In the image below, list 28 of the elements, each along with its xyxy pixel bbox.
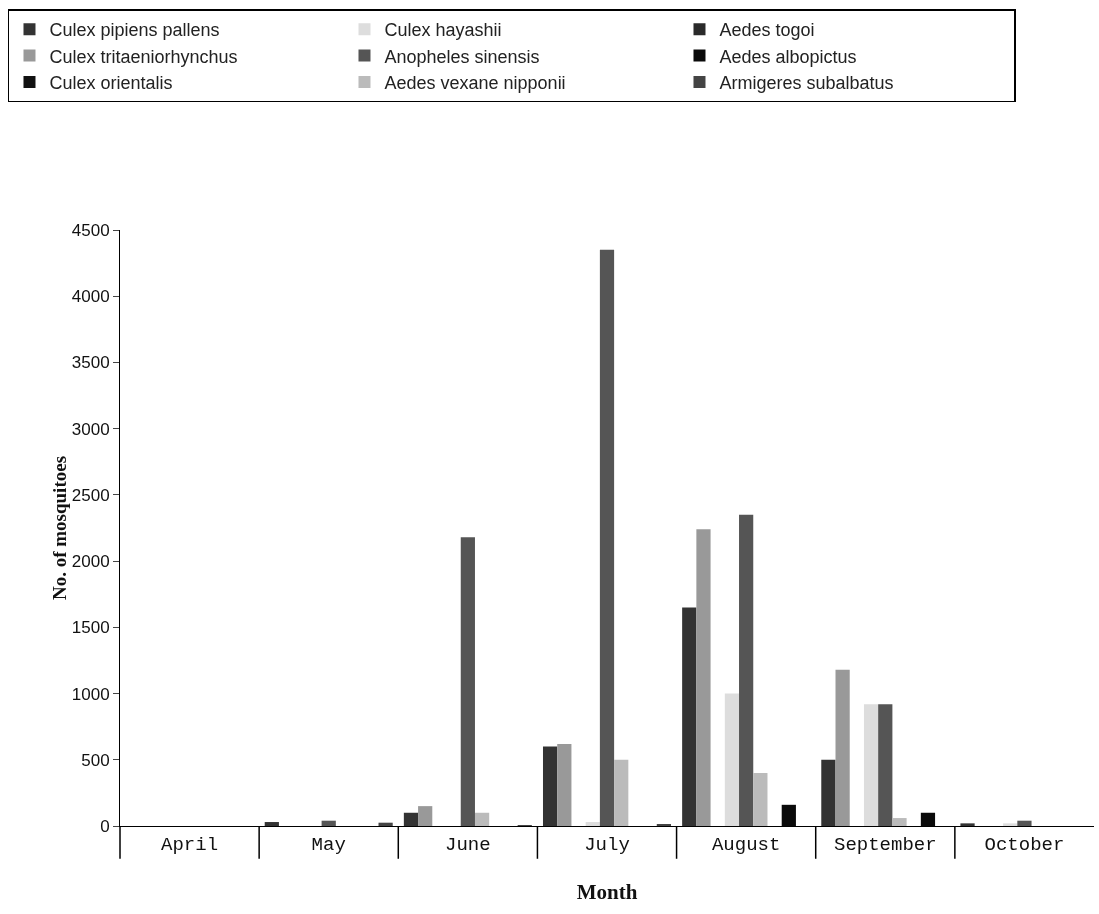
y-tick-label: 4000 xyxy=(71,287,110,307)
legend-label: Aedes togoi xyxy=(719,20,815,41)
x-tick-label: October xyxy=(984,833,1065,856)
legend-label: Armigeres subalbatus xyxy=(719,73,894,93)
y-tick-label: 3500 xyxy=(71,353,110,373)
y-tick-label: 2500 xyxy=(71,485,110,505)
y-tick-label: 2000 xyxy=(71,552,110,572)
x-tick-label: June xyxy=(445,833,491,856)
x-tick-label: April xyxy=(161,833,219,856)
y-tick-label: 1000 xyxy=(71,684,110,704)
y-tick-label: 3000 xyxy=(71,419,110,439)
legend-label: Culex pipiens pallens xyxy=(49,20,220,41)
legend-label: Aedes vexane nipponii xyxy=(384,73,566,93)
x-tick-label: May xyxy=(311,833,346,856)
x-tick-label: July xyxy=(584,833,630,856)
legend-label: Anopheles sinensis xyxy=(384,46,540,67)
legend-label: Culex tritaeniorhynchus xyxy=(49,46,238,67)
x-tick-label: August xyxy=(711,833,781,856)
x-tick-label: September xyxy=(833,833,937,856)
y-tick-label: 500 xyxy=(81,750,110,770)
legend-label: Culex hayashii xyxy=(384,20,502,41)
y-tick-label: 4500 xyxy=(71,220,110,240)
y-axis-title: No. of mosquitoes xyxy=(48,455,70,601)
y-tick-label: 1500 xyxy=(71,618,110,638)
legend-label: Culex orientalis xyxy=(49,73,173,93)
legend-label: Aedes albopictus xyxy=(719,46,857,67)
x-axis-title: Month xyxy=(576,880,638,904)
y-tick-label: 0 xyxy=(100,816,110,836)
